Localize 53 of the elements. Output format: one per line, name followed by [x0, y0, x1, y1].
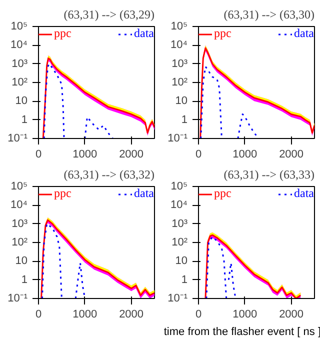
- y-tick-label: 10⁵: [10, 180, 28, 192]
- y-tick-label: 10: [15, 95, 28, 108]
- legend-label: data: [134, 26, 154, 41]
- y-tick-label: 10: [175, 255, 188, 268]
- legend-label: data: [294, 26, 314, 41]
- y-tick-label: 10²: [12, 76, 28, 88]
- chart-title: (63,31) --> (63,32): [64, 168, 155, 182]
- x-tick-label: 2000: [119, 308, 144, 320]
- y-tick-label: 1: [21, 114, 28, 126]
- series-label: ppc: [214, 26, 232, 41]
- chart-title: (63,31) --> (63,30): [224, 8, 315, 22]
- y-tick-label: 1: [181, 114, 188, 126]
- y-tick-label: 10³: [172, 218, 188, 230]
- series-label: ppc: [54, 26, 72, 41]
- series-label: ppc: [54, 186, 72, 201]
- y-tick-label: 10⁴: [10, 199, 28, 212]
- y-tick-label: 10⁻¹: [8, 292, 28, 304]
- x-tick-label: 0: [35, 148, 42, 160]
- y-tick-label: 10⁵: [170, 180, 188, 192]
- text: ppc: [214, 186, 232, 201]
- y-tick-label: 10²: [172, 76, 188, 88]
- y-tick-label: 1: [181, 274, 188, 286]
- x-tick-label: 0: [195, 308, 202, 320]
- x-tick-label: 0: [35, 308, 42, 320]
- y-tick-label: 10³: [12, 58, 28, 70]
- x-tick-label: 2000: [279, 308, 304, 320]
- y-tick-label: 10⁻¹: [8, 132, 28, 144]
- y-tick-label: 10: [15, 255, 28, 268]
- chart-title: (63,31) --> (63,29): [64, 8, 155, 22]
- x-tick-label: 0: [195, 148, 202, 160]
- legend-label: data: [294, 186, 314, 201]
- y-tick-label: 10³: [12, 218, 28, 230]
- y-tick-label: 10⁻¹: [168, 132, 188, 144]
- x-tick-label: 1000: [72, 148, 98, 160]
- y-tick-label: 10⁴: [170, 199, 188, 212]
- x-axis-title: time from the flasher event [ ns ]: [164, 325, 320, 340]
- x-tick-label: 2000: [119, 148, 144, 160]
- y-tick-label: 10³: [172, 58, 188, 70]
- y-tick-label: 10²: [172, 236, 188, 248]
- y-tick-label: 10⁻¹: [168, 292, 188, 304]
- y-tick-label: 10⁵: [10, 20, 28, 32]
- x-tick-label: 1000: [232, 148, 258, 160]
- x-tick-label: 1000: [232, 308, 258, 320]
- y-tick-label: 10⁴: [10, 39, 28, 52]
- y-tick-label: 10: [175, 95, 188, 108]
- y-tick-label: 10⁴: [170, 39, 188, 52]
- y-tick-label: 1: [21, 274, 28, 286]
- y-tick-label: 10²: [12, 236, 28, 248]
- legend-label: data: [134, 186, 154, 201]
- chart-title: (63,31) --> (63,33): [224, 168, 315, 182]
- x-tick-label: 2000: [279, 148, 304, 160]
- x-tick-label: 1000: [72, 308, 98, 320]
- y-tick-label: 10⁵: [170, 20, 188, 32]
